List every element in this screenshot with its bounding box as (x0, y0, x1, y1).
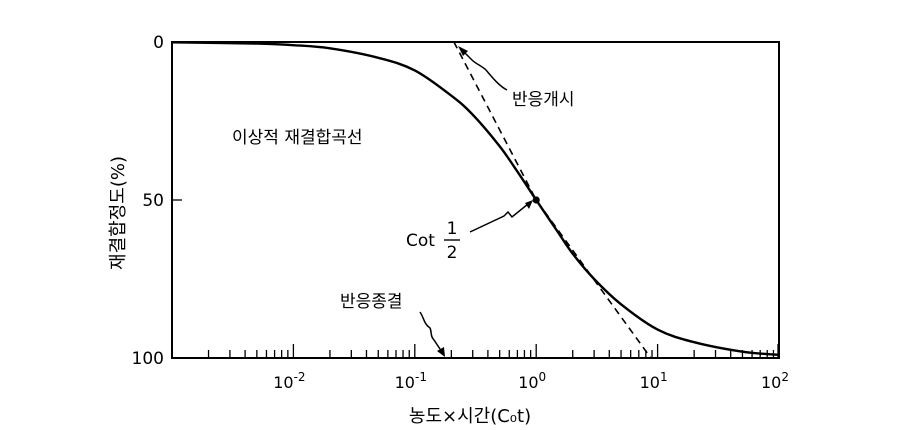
reaction-start-label: 반응개시 (512, 90, 575, 110)
x-tick-label: 102 (761, 370, 789, 392)
reaction-end-arrow (419, 311, 443, 353)
x-tick-label: 100 (518, 370, 546, 392)
x-tick-label: 10-2 (273, 370, 305, 392)
x-axis-label: 농도×시간(C₀t) (409, 406, 531, 427)
plot-area-frame (171, 41, 780, 359)
cot-half-numerator: 1 (447, 219, 458, 239)
annotation-reaction-end: 반응종결 (340, 292, 445, 357)
y-tick-label: 50 (142, 191, 164, 211)
annotation-cot-half: Cot 1 2 (406, 200, 533, 263)
y-tick-label: 100 (132, 349, 164, 369)
y-tick-label: 0 (153, 33, 164, 53)
reaction-start-arrow (461, 49, 508, 91)
cot-half-prefix: Cot (406, 231, 435, 251)
series-layer (171, 41, 780, 359)
reaction-start-arrowhead (458, 46, 468, 56)
ideal-recombination-curve (171, 41, 780, 357)
cot-half-denominator: 2 (447, 243, 458, 263)
x-tick-label: 10-1 (395, 370, 427, 392)
y-axis-ticks: 0 50 100 (132, 33, 182, 369)
x-tick-label: 101 (640, 370, 668, 392)
x-axis-ticks: 10-2 10-1 100 101 102 (207, 344, 789, 392)
half-point-marker (532, 196, 540, 204)
cot-half-arrow (469, 203, 529, 233)
cot-half-arrowhead (525, 200, 533, 209)
reaction-end-label: 반응종결 (340, 292, 403, 312)
y-axis-label: 재결합정도(%) (108, 156, 129, 270)
annotation-reaction-start: 반응개시 (458, 46, 575, 110)
reaction-end-arrowhead (437, 347, 445, 357)
ideal-curve-label: 이상적 재결합곡선 (232, 128, 363, 148)
